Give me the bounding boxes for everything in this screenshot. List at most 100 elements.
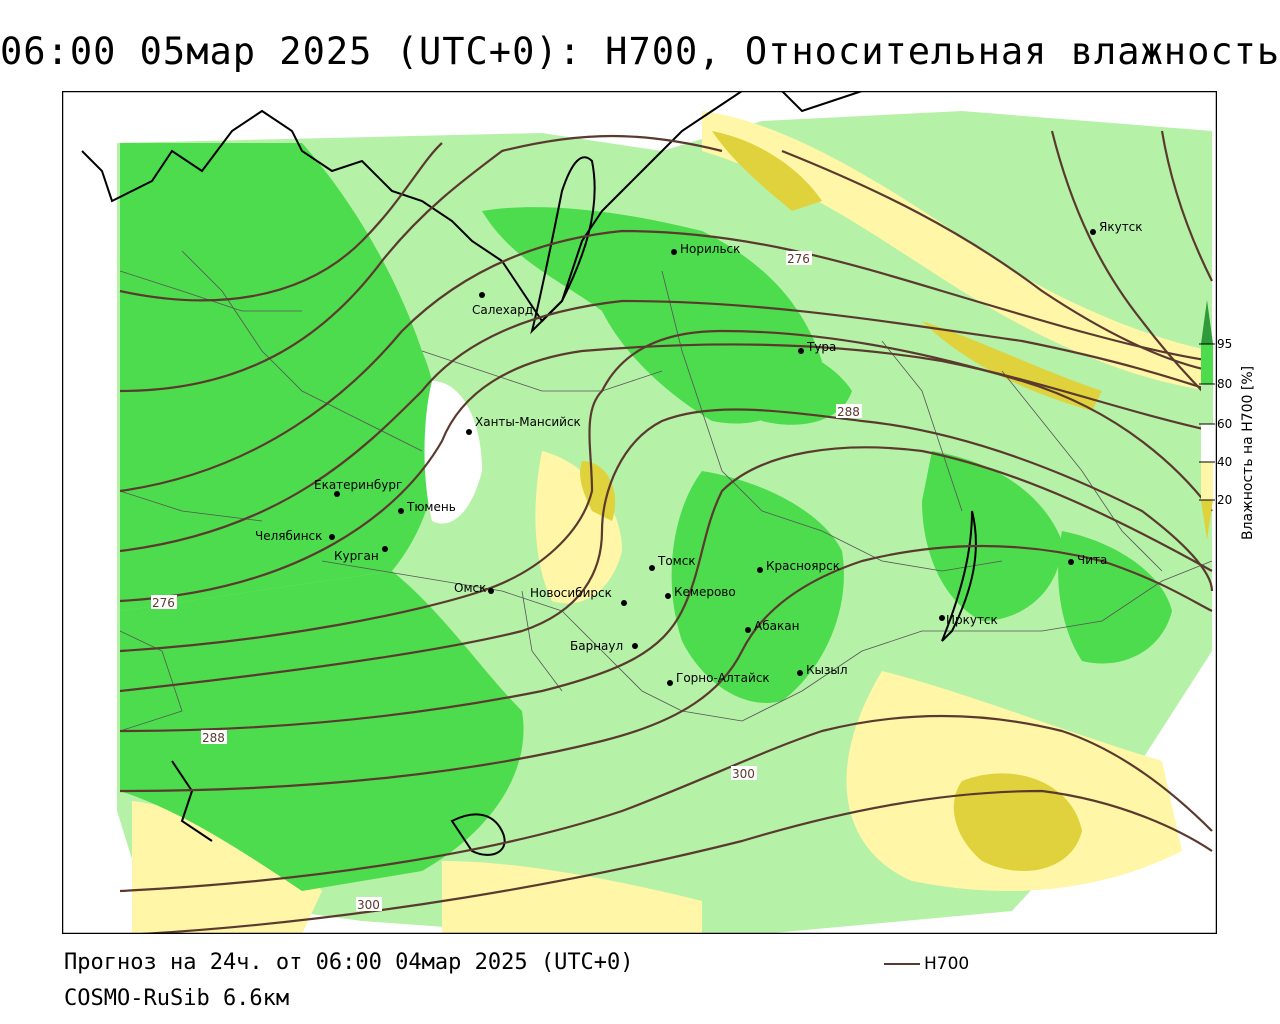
city-label: Чита [1077, 553, 1107, 567]
city-tura[interactable]: Тура [798, 340, 836, 354]
city-label: Норильск [680, 242, 740, 256]
humidity-field-green [922, 451, 1062, 621]
city-label: Барнаул [570, 639, 623, 653]
city-barnaul[interactable]: Барнаул [570, 639, 638, 653]
city-label: Красноярск [766, 559, 840, 573]
city-marker [1068, 559, 1074, 565]
city-kemerovo[interactable]: Кемерово [665, 585, 736, 599]
humidity-field-green [740, 341, 852, 425]
colorbar-segment [1201, 424, 1213, 462]
city-omsk[interactable]: Омск [454, 581, 494, 595]
city-kurgan[interactable]: Курган [334, 546, 388, 563]
humidity-field-green [120, 143, 439, 611]
city-label: Курган [334, 549, 379, 563]
isoline-label-bg [356, 897, 382, 911]
colorbar-bottom-arrow [1201, 500, 1213, 540]
city-marker [398, 508, 404, 514]
colorbar-tick-label: 60 [1217, 417, 1232, 431]
model-name: COSMO-RuSib 6.6км [64, 986, 290, 1011]
city-marker [797, 670, 803, 676]
humidity-field-green [671, 471, 844, 703]
city-label: Челябинск [255, 529, 322, 543]
city-chita[interactable]: Чита [1068, 553, 1107, 567]
colorbar-tick-label: 80 [1217, 377, 1232, 391]
isoline-label: 288 [837, 405, 860, 419]
colorbar-segment [1201, 462, 1213, 500]
humidity-field-yellow [442, 861, 702, 934]
city-label: Омск [454, 581, 486, 595]
city-label: Ханты-Мансийск [475, 415, 581, 429]
coastlines [81, 91, 977, 856]
city-marker [1090, 229, 1096, 235]
city-label: Новосибирск [530, 586, 612, 600]
city-abakan[interactable]: Абакан [745, 619, 799, 633]
isoline-label: 288 [202, 731, 225, 745]
colorbar-tick-label: 20 [1217, 493, 1232, 507]
city-label: Иркутск [946, 613, 998, 627]
city-kyzyl[interactable]: Кызыл [797, 663, 848, 677]
humidity-field-yellow-dark [953, 773, 1082, 871]
city-label: Томск [657, 554, 696, 568]
isoline-label: 276 [152, 596, 175, 610]
city-marker [488, 588, 494, 594]
city-tomsk[interactable]: Томск [649, 554, 696, 571]
humidity-colorbar: 95 80 60 40 20 [1199, 300, 1232, 540]
map-frame [62, 91, 1217, 934]
city-marker [939, 615, 945, 621]
city-marker [632, 643, 638, 649]
city-novosibirsk[interactable]: Новосибирск [530, 586, 627, 606]
city-label: Тура [806, 340, 836, 354]
humidity-map: 276 288 276 288 300 300 Якутск Норильск … [62, 91, 1217, 934]
humidity-field-green [1058, 531, 1172, 664]
humidity-field-yellow-dark [580, 461, 616, 521]
humidity-field-yellow [702, 111, 1212, 391]
city-label: Тюмень [406, 500, 456, 514]
colorbar-segment [1201, 344, 1213, 384]
city-norilsk[interactable]: Норильск [671, 242, 740, 256]
city-marker [479, 292, 485, 298]
city-yekaterinburg[interactable]: Екатеринбург [314, 478, 402, 497]
isoline-label-bg [731, 766, 757, 780]
city-gorno-altaysk[interactable]: Горно-Алтайск [667, 671, 770, 686]
colorbar-tick-label: 95 [1217, 337, 1232, 351]
city-marker [665, 593, 671, 599]
city-label: Екатеринбург [314, 478, 402, 492]
isoline-label-bg [151, 595, 177, 609]
city-marker [466, 429, 472, 435]
city-label: Салехард [472, 303, 533, 317]
colorbar-top-arrow [1201, 300, 1213, 344]
colorbar-title: Влажность на H700 [%] [1240, 365, 1256, 541]
colorbar-segment [1201, 384, 1213, 424]
city-khanty-mansiysk[interactable]: Ханты-Мансийск [466, 415, 581, 435]
city-marker [667, 680, 673, 686]
city-marker [757, 567, 763, 573]
humidity-field-yellow [132, 801, 322, 934]
city-label: Кемерово [674, 585, 736, 599]
city-chelyabinsk[interactable]: Челябинск [255, 529, 335, 543]
isoline-legend-swatch [884, 963, 920, 965]
isoline-legend-label: H700 [924, 954, 970, 974]
isoline-legend: H700 [884, 954, 969, 974]
city-krasnoyarsk[interactable]: Красноярск [757, 559, 840, 573]
city-marker [798, 348, 804, 354]
city-irkutsk[interactable]: Иркутск [939, 613, 998, 627]
city-label: Якутск [1099, 220, 1143, 234]
h700-isolines [119, 130, 1214, 934]
city-yakutsk[interactable]: Якутск [1090, 220, 1143, 235]
isoline-label: 276 [787, 252, 810, 266]
city-salekhard[interactable]: Салехард [472, 292, 533, 317]
humidity-field-white [424, 381, 482, 524]
humidity-field-green [482, 207, 822, 424]
cities: Якутск Норильск Салехард Тура Ханты-Манс… [255, 220, 1143, 686]
isoline-label: 300 [357, 898, 380, 912]
city-label: Горно-Алтайск [676, 671, 770, 685]
isoline-label: 300 [732, 767, 755, 781]
humidity-field-yellow-dark [712, 131, 822, 211]
isoline-label-bg [201, 730, 227, 744]
city-marker [745, 627, 751, 633]
isoline-label-bg [836, 404, 862, 418]
city-label: Кызыл [806, 663, 848, 677]
city-marker [382, 546, 388, 552]
humidity-field-yellow [535, 451, 622, 604]
city-tyumen[interactable]: Тюмень [398, 500, 456, 514]
